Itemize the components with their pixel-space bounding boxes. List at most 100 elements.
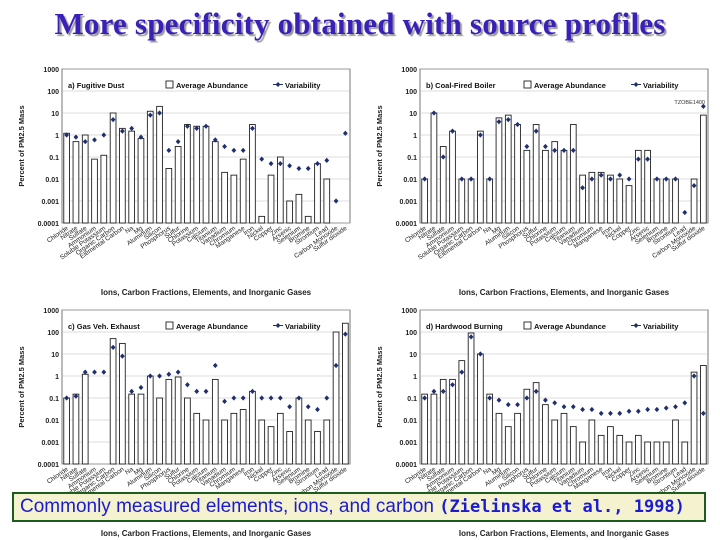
variability-marker-vanadium [580,406,585,413]
bar-strontium [672,419,679,465]
bar-nitrate [72,141,80,224]
y-tick-label: 0.1 [407,155,417,162]
variability-marker-strontium [315,161,320,167]
variability-marker-calcium [203,123,209,129]
variability-marker-soluble-potassium [459,369,465,375]
bar-nickel [258,419,266,465]
y-axis-label: Percent of PM2.5 Mass [17,346,26,427]
slide-title: More specificity obtained with source pr… [54,6,666,41]
bar-chloride [63,397,70,465]
bar-lead [323,178,331,224]
variability-marker-mg [496,397,502,403]
variability-marker-aluminum [505,117,511,123]
legend-marker-variability [275,82,281,87]
variability-marker-chromium [231,395,237,401]
variability-marker-calcium [561,404,567,410]
bar-selenium [295,193,303,224]
bar-iron [607,426,614,465]
bar-arsenic [286,431,293,465]
variability-marker-manganese [598,172,604,178]
bar-sulfate [81,373,89,465]
bar-mg [495,117,503,224]
bar-mg [137,137,145,224]
bar-copper [267,174,275,224]
variability-marker-elemental-carbon [477,351,483,357]
bar-na [128,130,136,224]
bar-strontium [314,431,321,465]
y-tick-label: 10 [51,111,59,118]
variability-marker-bromine [305,404,311,410]
variability-marker-sulfate [440,154,446,160]
variability-marker-selenium [296,395,302,401]
bar-chromium [230,174,238,224]
variability-marker-sulfur [175,139,181,145]
bar-vanadium [221,419,228,465]
variability-marker-organic-carbon [110,117,116,123]
chart-hardwood-burning: 0.0001 0.001 0.01 0.1 1 10 100 1000 Percent of P… [375,308,709,538]
x-axis-label: Ions, Carbon Fractions, Elements, and In… [101,529,312,538]
y-tick-label: 0.01 [403,418,417,425]
variability-marker-zinc [277,395,283,401]
chart-panel-coal-fired-boiler: 0.0001 0.001 0.01 0.1 1 10 100 1000 Percent of P… [364,63,714,299]
variability-marker-sulfate [440,388,446,394]
chart-title: c) Gas Veh. Exhaust [68,322,140,331]
bar-mg [137,393,145,465]
bar-iron [249,390,256,465]
bar-potassium [193,412,201,465]
y-tick-label: 100 [405,89,417,96]
bar-vanadium [221,171,228,224]
bar-zinc [634,434,642,465]
variability-marker-zinc [277,161,283,167]
bar-arsenic [644,441,651,465]
variability-marker-na [487,395,493,401]
variability-marker-chloride [422,176,428,182]
variability-marker-bromine [305,165,311,172]
x-tick-label: Mg [491,466,503,477]
bar-chromium [588,171,596,224]
bar-titanium [569,426,577,465]
bar-strontium [314,163,321,224]
legend-label-average: Average Abundance [534,81,606,90]
bar-chlorine [184,124,191,224]
variability-marker-chlorine [185,123,190,129]
variability-marker-sulfur [533,128,539,134]
y-tick-label: 0.001 [41,440,59,447]
variability-marker-chromium [231,147,237,153]
y-tick-label: 0.0001 [396,221,418,228]
bar-chlorine [542,404,549,465]
bar-zinc [634,149,642,224]
y-tick-label: 100 [47,89,59,96]
variability-marker-potassium [552,147,558,153]
variability-marker-organic-carbon [468,334,474,340]
bar-silicon [514,124,521,224]
bar-elemental-carbon [119,343,126,465]
variability-marker-iron [608,410,613,416]
bar-arsenic [644,149,651,224]
bar-sulfate [81,134,89,224]
bar-calcium [560,149,568,224]
bar-aluminum [146,110,154,224]
legend-marker-variability [275,323,281,328]
bar-organic-carbon [467,178,475,224]
bar-na [128,393,136,465]
variability-marker-potassium [194,125,200,131]
x-axis-label: Ions, Carbon Fractions, Elements, and In… [101,288,312,297]
bar-manganese [597,171,605,224]
bar-chromium [230,412,238,465]
bar-selenium [295,397,303,465]
variability-marker-copper [626,176,632,182]
y-tick-label: 0.0001 [38,221,60,228]
y-tick-label: 0.0001 [38,462,60,469]
bar-elemental-carbon [119,127,126,224]
variability-marker-phosphorus [166,147,172,153]
x-tick-label: Mg [133,225,145,236]
bar-selenium [653,178,661,224]
legend-swatch-average [523,321,532,330]
y-tick-label: 0.0001 [396,462,418,469]
bar-ammonium [449,130,456,224]
variability-marker-sulfate [82,139,88,145]
bar-sulfur [174,376,182,465]
bar-zinc [276,412,284,465]
variability-marker-sulfur [533,388,539,394]
variability-marker-selenium [654,176,660,182]
